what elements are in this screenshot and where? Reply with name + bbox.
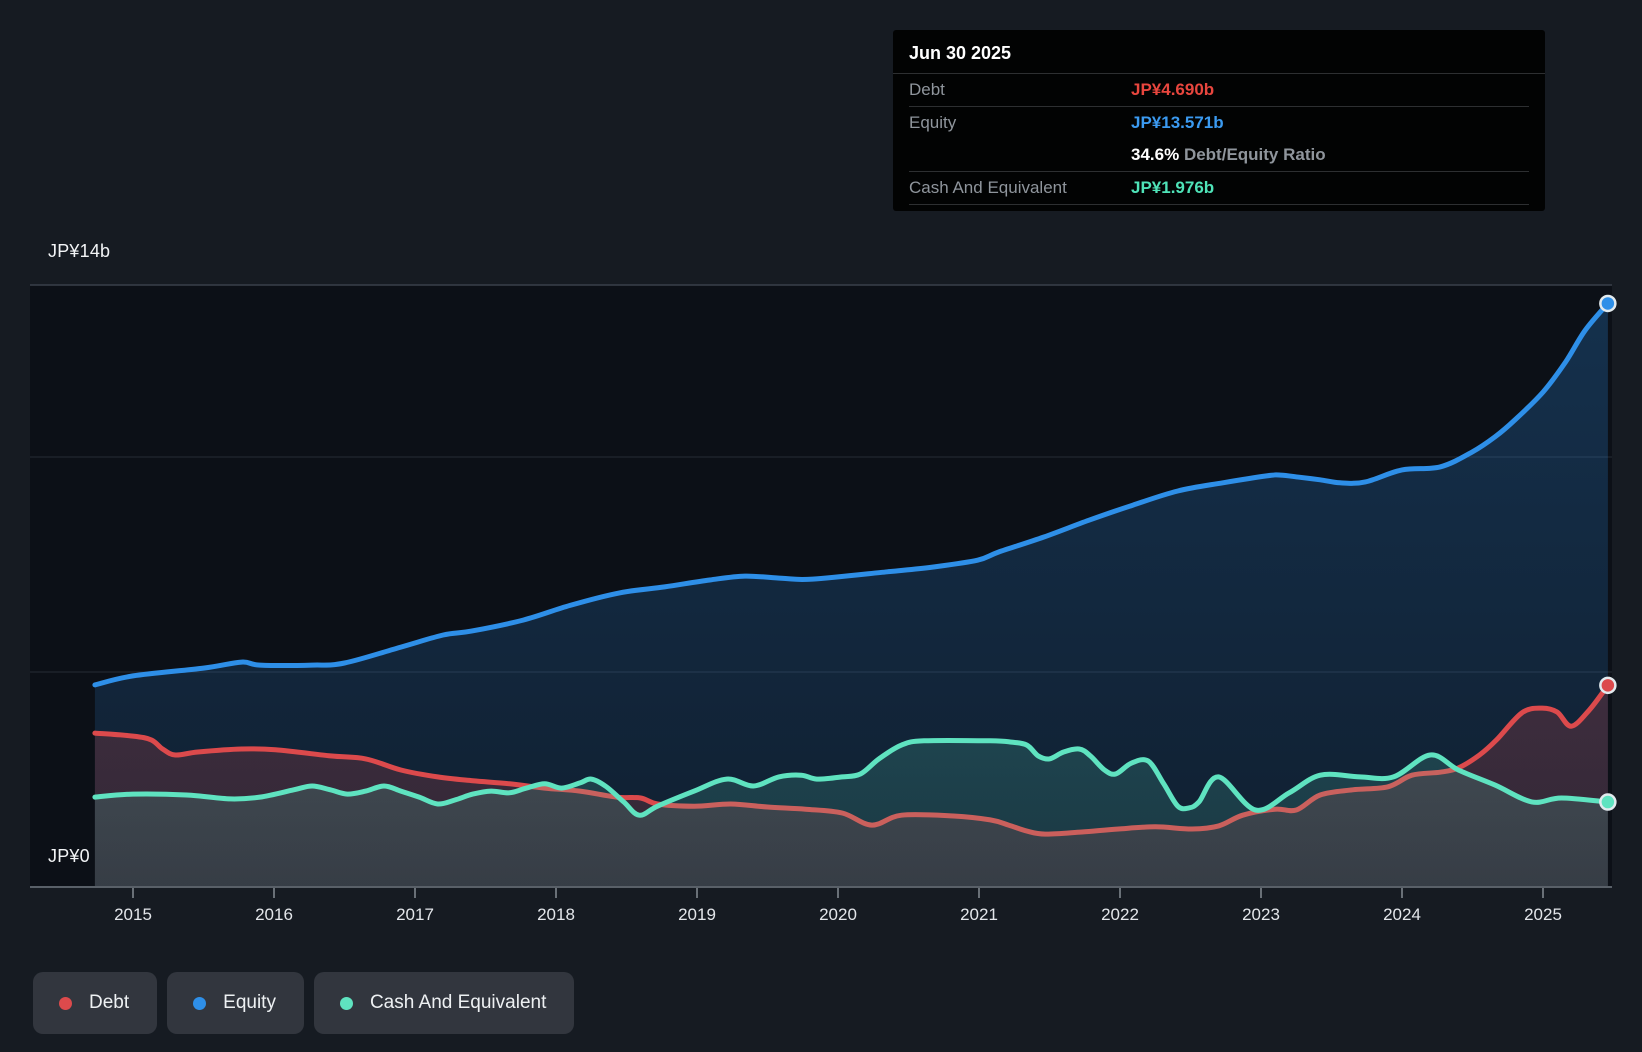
legend-cash-label: Cash And Equivalent [370, 992, 546, 1014]
tooltip-debt-label: Debt [909, 80, 1131, 100]
x-tick-label-2017: 2017 [380, 905, 450, 925]
tooltip-equity-value: JP¥13.571b [1131, 113, 1224, 133]
debt-equity-history-chart: JP¥14b JP¥0 2015 2016 2017 2018 2019 202… [0, 0, 1642, 1052]
chart-tooltip: Jun 30 2025 Debt JP¥4.690b Equity JP¥13.… [893, 30, 1545, 211]
x-tick-label-2018: 2018 [521, 905, 591, 925]
y-axis-zero-label: JP¥0 [48, 846, 90, 867]
x-tick-label-2024: 2024 [1367, 905, 1437, 925]
tooltip-cash-label: Cash And Equivalent [909, 178, 1131, 198]
tooltip-row-ratio: 34.6% Debt/Equity Ratio [909, 139, 1529, 172]
x-tick-label-2022: 2022 [1085, 905, 1155, 925]
tooltip-row-equity: Equity JP¥13.571b [909, 107, 1529, 139]
x-tick-label-2023: 2023 [1226, 905, 1296, 925]
legend-debt-label: Debt [89, 992, 129, 1014]
tooltip-ratio-label: Debt/Equity Ratio [1184, 145, 1326, 164]
legend-item-debt[interactable]: Debt [33, 972, 157, 1034]
tooltip-row-cash: Cash And Equivalent JP¥1.976b [909, 172, 1529, 205]
legend-item-cash[interactable]: Cash And Equivalent [314, 972, 574, 1034]
x-tick-label-2015: 2015 [98, 905, 168, 925]
x-tick-label-2020: 2020 [803, 905, 873, 925]
legend-equity-label: Equity [223, 992, 276, 1014]
cash-series-dot-icon [340, 997, 353, 1010]
tooltip-ratio-value: 34.6% [1131, 145, 1179, 164]
tooltip-debt-value: JP¥4.690b [1131, 80, 1214, 100]
tooltip-row-debt: Debt JP¥4.690b [909, 74, 1529, 107]
legend-item-equity[interactable]: Equity [167, 972, 304, 1034]
debt-series-dot-icon [59, 997, 72, 1010]
equity-series-dot-icon [193, 997, 206, 1010]
x-tick-label-2016: 2016 [239, 905, 309, 925]
x-tick-label-2025: 2025 [1508, 905, 1578, 925]
y-axis-max-label: JP¥14b [48, 241, 110, 262]
tooltip-cash-value: JP¥1.976b [1131, 178, 1214, 198]
chart-legend: Debt Equity Cash And Equivalent [33, 972, 574, 1034]
tooltip-equity-label: Equity [909, 113, 1131, 133]
tooltip-date: Jun 30 2025 [893, 30, 1545, 74]
x-tick-label-2019: 2019 [662, 905, 732, 925]
x-tick-label-2021: 2021 [944, 905, 1014, 925]
